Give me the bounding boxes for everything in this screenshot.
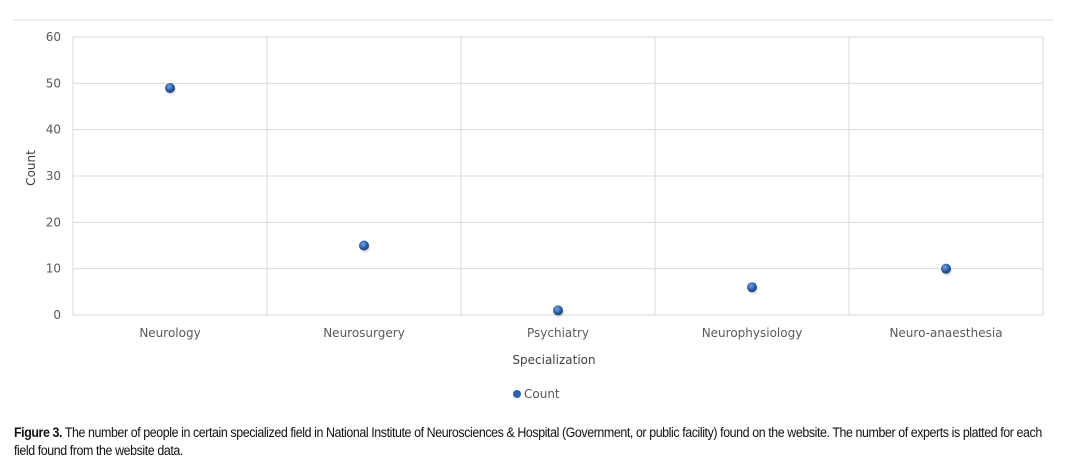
y-tick-label: 30 — [46, 169, 61, 183]
y-tick-label: 0 — [53, 308, 61, 322]
y-tick-label: 60 — [46, 30, 61, 44]
y-tick-label: 50 — [46, 76, 61, 90]
y-tick-label: 40 — [46, 123, 61, 137]
caption-text: The number of people in certain speciali… — [14, 425, 1042, 458]
data-points — [165, 82, 952, 318]
x-tick-label: Neurosurgery — [323, 326, 405, 340]
y-tick-labels: 0 10 20 30 40 50 60 — [46, 30, 61, 322]
figure-caption: Figure 3. The number of people in certai… — [14, 424, 1063, 460]
data-point — [553, 305, 563, 316]
scatter-chart: 0 10 20 30 40 50 60 Neurology Neurosurgery Psych… — [13, 19, 1053, 401]
x-tick-label: Neurophysiology — [702, 326, 803, 340]
data-point — [359, 240, 369, 251]
y-axis-label: Count — [24, 150, 38, 186]
data-point — [747, 282, 757, 293]
data-point — [165, 82, 175, 93]
caption-label: Figure 3. — [14, 425, 63, 440]
y-tick-label: 20 — [46, 215, 61, 229]
x-tick-label: Neurology — [139, 326, 200, 340]
data-point — [941, 263, 951, 274]
x-tick-labels: Neurology Neurosurgery Psychiatry Neurophys… — [139, 326, 1002, 340]
legend: Count — [513, 387, 560, 401]
legend-marker — [513, 390, 521, 398]
gridlines — [72, 36, 1044, 316]
x-axis-label: Specialization — [512, 353, 595, 367]
y-tick-label: 10 — [46, 262, 61, 276]
x-tick-label: Neuro-anaesthesia — [889, 326, 1002, 340]
legend-label: Count — [524, 387, 560, 401]
x-tick-label: Psychiatry — [527, 326, 589, 340]
